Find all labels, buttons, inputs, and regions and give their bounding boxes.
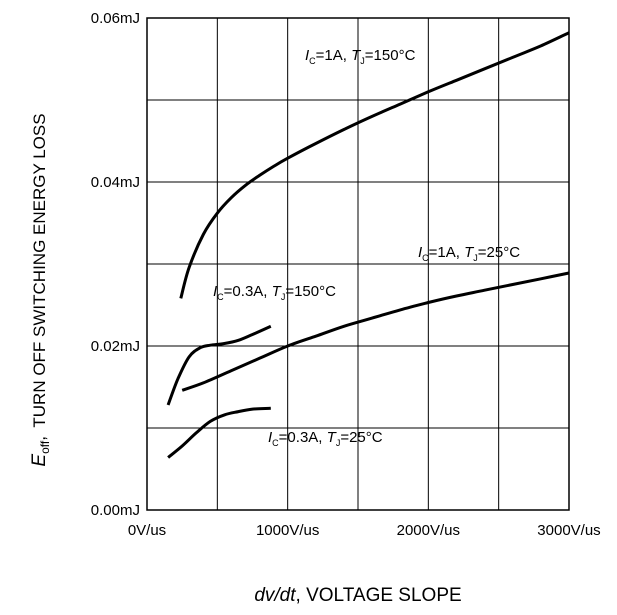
x-tick-label: 3000V/us — [537, 522, 600, 539]
grid — [147, 18, 569, 510]
series-line-2 — [166, 324, 272, 406]
x-axis-title: dv/dt, VOLTAGE SLOPE — [254, 585, 461, 606]
x-tick-label: 2000V/us — [397, 522, 460, 539]
series-line-1 — [181, 271, 570, 392]
series-line-3 — [167, 406, 271, 459]
annotation-ic03a-tj25: IC=0.3A, TJ=25°C — [268, 429, 383, 448]
series-layer — [166, 31, 570, 459]
y-tick-label: 0.00mJ — [91, 502, 140, 519]
y-tick-label: 0.02mJ — [91, 338, 140, 355]
plot-frame — [146, 17, 570, 511]
y-axis-title: Eoff, TURN OFF SWITCHING ENERGY LOSS — [29, 113, 52, 466]
annotation-ic1a-tj25: IC=1A, TJ=25°C — [418, 244, 520, 263]
y-tick-label: 0.06mJ — [91, 10, 140, 27]
tick-labels: 0.00mJ 0.02mJ 0.04mJ 0.06mJ 0V/us 1000V/us 200… — [91, 10, 601, 539]
annotation-ic1a-tj150: IC=1A, TJ=150°C — [305, 47, 416, 66]
annotation-ic03a-tj150: IC=0.3A, TJ=150°C — [213, 283, 336, 302]
x-tick-label: 0V/us — [128, 522, 166, 539]
series-line-0 — [179, 31, 570, 299]
x-tick-label: 1000V/us — [256, 522, 319, 539]
y-tick-label: 0.04mJ — [91, 174, 140, 191]
